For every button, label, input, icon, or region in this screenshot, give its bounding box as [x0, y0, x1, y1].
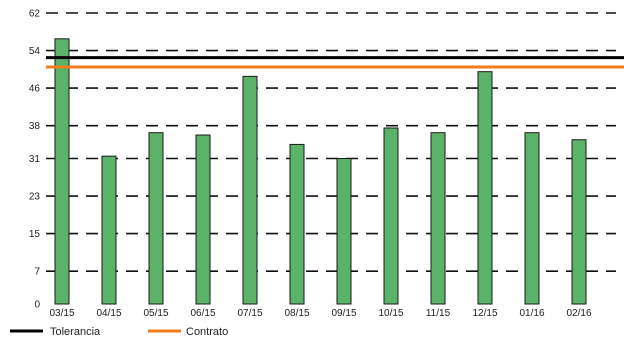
reference-lines	[46, 56, 624, 69]
grid-lines	[46, 12, 616, 272]
x-tick-label: 08/15	[284, 308, 309, 319]
bar-04-15	[101, 155, 117, 305]
y-tick-label: 31	[29, 154, 41, 165]
bar-09-15	[336, 158, 352, 305]
y-tick-label: 54	[29, 46, 41, 57]
y-tick-label: 15	[29, 229, 41, 240]
y-tick-label: 7	[34, 267, 40, 278]
legend-label-contrato: Contrato	[186, 326, 228, 338]
legend-label-tolerancia: Tolerancia	[50, 326, 101, 338]
x-tick-label: 04/15	[96, 308, 121, 319]
x-tick-label: 09/15	[331, 308, 356, 319]
bar-11-15	[430, 132, 446, 305]
bar-12-15	[477, 71, 493, 305]
bar-06-15	[195, 134, 211, 305]
bar-01-16	[524, 132, 540, 305]
y-axis-ticks: 0 7 15 23 31 38 46 54 62	[29, 9, 41, 311]
bar-05-15	[148, 132, 164, 305]
x-axis-ticks: 03/15 04/15 05/15 06/15 07/15 08/15 09/15 10/15…	[49, 308, 591, 319]
y-tick-label: 23	[29, 192, 41, 203]
bar-02-16	[571, 139, 587, 305]
x-tick-label: 02/16	[566, 308, 591, 319]
y-tick-label: 0	[34, 300, 40, 311]
bar-07-15	[242, 75, 258, 305]
x-tick-label: 11/15	[426, 308, 451, 319]
bar-03-15	[54, 38, 70, 305]
y-tick-label: 38	[29, 121, 41, 132]
x-tick-label: 03/15	[49, 308, 74, 319]
bar-10-15	[383, 127, 399, 305]
x-tick-label: 07/15	[237, 308, 262, 319]
x-tick-label: 05/15	[143, 308, 168, 319]
legend: Tolerancia Contrato	[10, 326, 228, 338]
bars	[54, 38, 587, 305]
bar-08-15	[289, 143, 305, 305]
x-tick-label: 01/16	[519, 308, 544, 319]
x-tick-label: 10/15	[378, 308, 403, 319]
y-tick-label: 46	[29, 84, 41, 95]
x-tick-label: 06/15	[190, 308, 215, 319]
x-tick-label: 12/15	[472, 308, 497, 319]
y-tick-label: 62	[29, 9, 41, 20]
